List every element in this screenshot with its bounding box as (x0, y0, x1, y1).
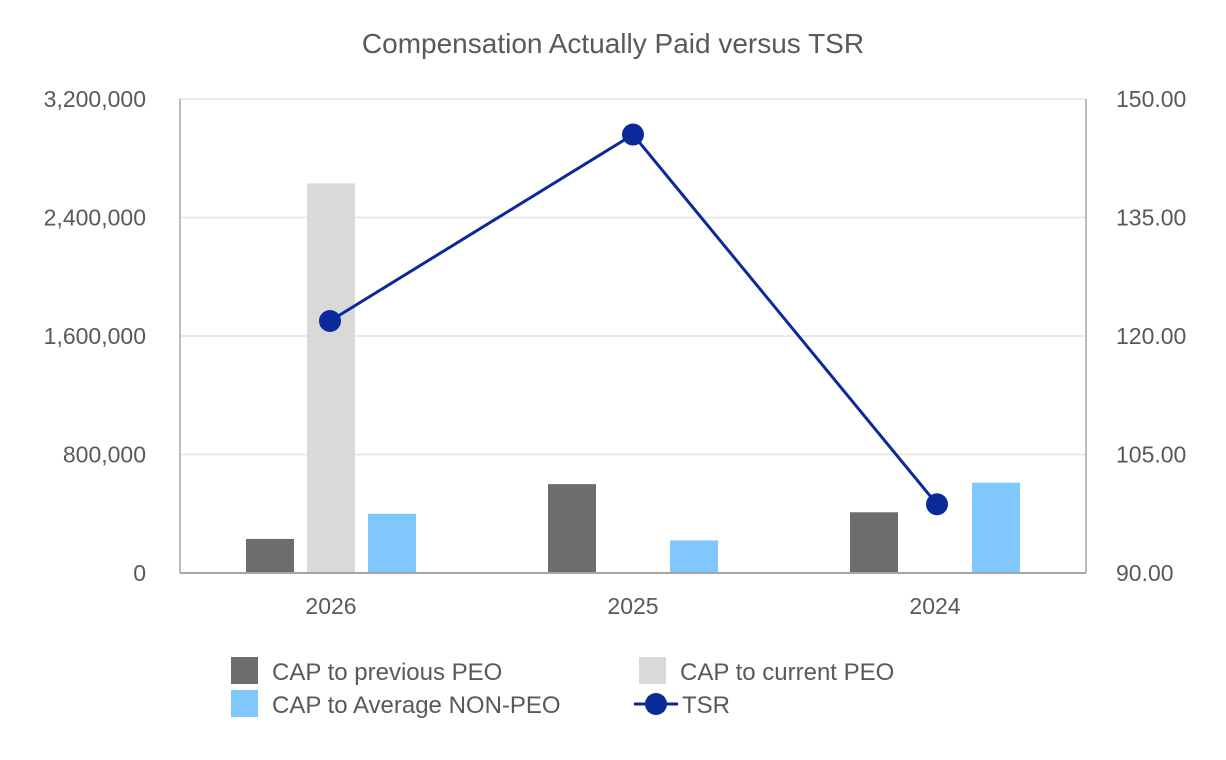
legend-swatch (639, 657, 666, 684)
y-right-tick-label: 90.00 (1116, 560, 1174, 586)
y-left-tick-label: 1,600,000 (44, 323, 146, 349)
legend-label: CAP to current PEO (680, 659, 894, 686)
x-tick-label: 2024 (909, 593, 960, 619)
y-right-tick-label: 135.00 (1116, 205, 1186, 231)
legend-swatch (231, 657, 258, 684)
legend: CAP to previous PEO CAP to current PEO CAP… (231, 657, 894, 719)
bar (246, 538, 294, 573)
y-right-tick-label: 150.00 (1116, 86, 1186, 112)
bar (548, 484, 596, 573)
tsr-point (319, 309, 341, 332)
bar (307, 183, 355, 573)
bar (850, 512, 898, 573)
bars-group (246, 183, 1020, 573)
y-right-tick-label: 120.00 (1116, 323, 1186, 349)
legend-marker (645, 693, 667, 715)
tsr-point (926, 493, 948, 516)
tsr-point (622, 123, 644, 146)
y-left-tick-label: 3,200,000 (44, 86, 146, 112)
chart-title: Compensation Actually Paid versus TSR (362, 28, 864, 59)
y-left-tick-label: 0 (133, 560, 146, 586)
legend-label: TSR (682, 692, 730, 719)
bar (670, 540, 718, 573)
bar (368, 513, 416, 573)
legend-swatch (231, 690, 258, 717)
tsr-line (329, 132, 939, 506)
x-tick-label: 2025 (607, 593, 658, 619)
bar (972, 482, 1020, 573)
axes-group: 0 800,000 1,600,000 2,400,000 3,200,000 90.00… (44, 86, 1187, 619)
legend-label: CAP to previous PEO (272, 659, 502, 686)
y-left-tick-label: 800,000 (63, 442, 146, 468)
tsr-line-group (319, 123, 948, 516)
y-right-tick-label: 105.00 (1116, 442, 1186, 468)
legend-label: CAP to Average NON-PEO (272, 692, 561, 719)
x-tick-label: 2026 (305, 593, 356, 619)
y-left-tick-label: 2,400,000 (44, 205, 146, 231)
